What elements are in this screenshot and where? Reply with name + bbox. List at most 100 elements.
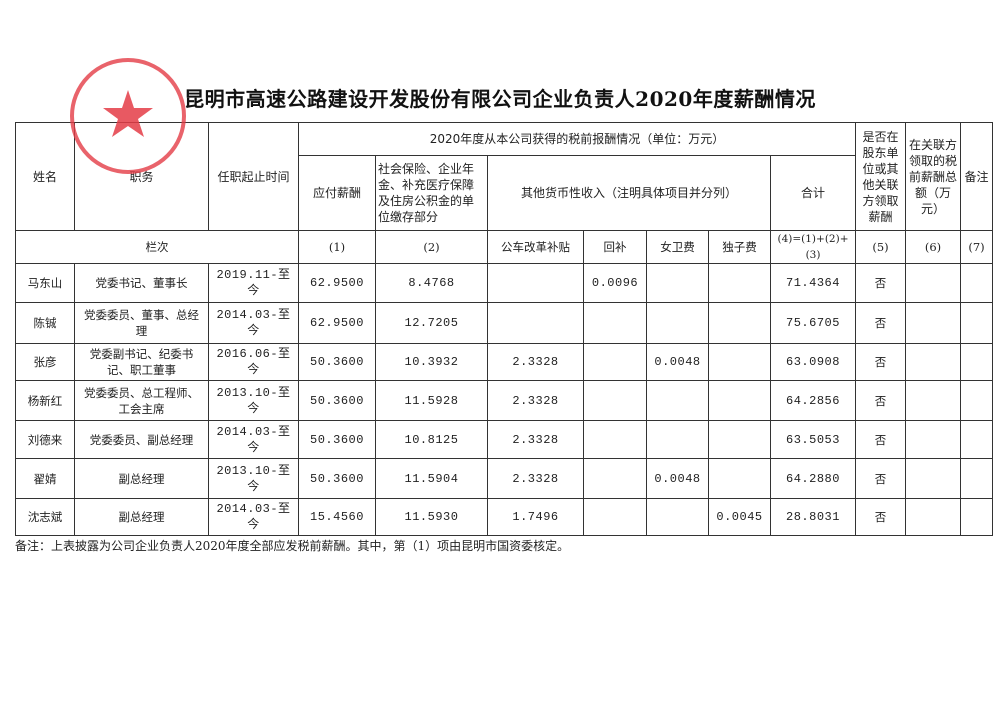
cell-remark [960,343,993,381]
index-c6: (6) [905,230,961,264]
cell-related [905,458,961,499]
cell-car: 2.3328 [487,420,584,459]
cell-term: 2014.03-至今 [208,302,299,344]
cell-refund [583,380,647,421]
cell-position: 党委委员、总工程师、工会主席 [74,380,209,421]
cell-car [487,302,584,344]
cell-female [646,420,709,459]
header-total: 合计 [770,155,856,231]
table-row: 杨新红 党委委员、总工程师、工会主席 2013.10-至今 50.3600 11.592… [15,380,993,421]
cell-shareholder: 否 [855,498,906,536]
cell-remark [960,263,993,303]
cell-position: 党委书记、董事长 [74,263,209,303]
cell-refund [583,302,647,344]
table-row: 沈志斌 副总经理 2014.03-至今 15.4560 11.5930 1.7496 0.0… [15,498,993,536]
cell-insurance: 11.5930 [375,498,488,536]
cell-name: 张彦 [15,343,75,381]
cell-onlychild: 0.0045 [708,498,771,536]
cell-onlychild [708,302,771,344]
table-row: 刘德来 党委委员、副总经理 2014.03-至今 50.3600 10.8125 2.33… [15,420,993,459]
cell-remark [960,380,993,421]
cell-car: 2.3328 [487,458,584,499]
cell-female: 0.0048 [646,343,709,381]
cell-remark [960,498,993,536]
cell-car [487,263,584,303]
cell-onlychild [708,380,771,421]
header-name: 姓名 [15,122,75,231]
index-c1: (1) [298,230,376,264]
header-group: 2020年度从本公司获得的税前报酬情况（单位：万元） [298,122,856,156]
cell-shareholder: 否 [855,380,906,421]
header-other: 其他货币性收入（注明具体项目并分列） [487,155,771,231]
cell-insurance: 10.8125 [375,420,488,459]
cell-salary: 62.9500 [298,263,376,303]
index-onlychild: 独子费 [708,230,771,264]
cell-position: 党委副书记、纪委书记、职工董事 [74,343,209,381]
cell-salary: 62.9500 [298,302,376,344]
salary-table: 姓名 职务 任职起止时间 2020年度从本公司获得的税前报酬情况（单位：万元） … [15,122,993,536]
cell-related [905,343,961,381]
cell-insurance: 12.7205 [375,302,488,344]
cell-shareholder: 否 [855,420,906,459]
header-shareholder: 是否在股东单位或其他关联方领取薪酬 [855,122,906,231]
cell-name: 杨新红 [15,380,75,421]
header-remark: 备注 [960,122,993,231]
cell-car: 1.7496 [487,498,584,536]
cell-female [646,302,709,344]
header-salary: 应付薪酬 [298,155,376,231]
cell-name: 翟婧 [15,458,75,499]
cell-salary: 50.3600 [298,380,376,421]
index-car: 公车改革补贴 [487,230,584,264]
cell-term: 2014.03-至今 [208,498,299,536]
cell-onlychild [708,343,771,381]
index-c5: (5) [855,230,906,264]
cell-term: 2019.11-至今 [208,263,299,303]
header-position: 职务 [74,122,209,231]
header-related: 在关联方领取的税前薪酬总额（万元） [905,122,961,231]
cell-shareholder: 否 [855,458,906,499]
cell-total: 71.4364 [770,263,856,303]
index-c2: (2) [375,230,488,264]
cell-position: 副总经理 [74,498,209,536]
cell-onlychild [708,458,771,499]
cell-car: 2.3328 [487,380,584,421]
cell-total: 63.5053 [770,420,856,459]
cell-related [905,263,961,303]
cell-position: 副总经理 [74,458,209,499]
cell-refund [583,420,647,459]
cell-name: 陈铖 [15,302,75,344]
index-refund: 回补 [583,230,647,264]
cell-term: 2013.10-至今 [208,380,299,421]
cell-insurance: 11.5904 [375,458,488,499]
index-row: 栏次 (1) (2) 公车改革补贴 回补 女卫费 独子费 (4)=(1)+(2)… [15,230,993,264]
cell-remark [960,302,993,344]
cell-onlychild [708,263,771,303]
cell-name: 沈志斌 [15,498,75,536]
cell-name: 刘德来 [15,420,75,459]
cell-position: 党委委员、董事、总经理 [74,302,209,344]
cell-car: 2.3328 [487,343,584,381]
cell-female [646,498,709,536]
index-c4: (4)=(1)+(2)+(3) [770,230,856,264]
cell-female [646,263,709,303]
cell-insurance: 8.4768 [375,263,488,303]
table-row: 马东山 党委书记、董事长 2019.11-至今 62.9500 8.4768 0.0096… [15,263,993,303]
cell-term: 2013.10-至今 [208,458,299,499]
cell-onlychild [708,420,771,459]
cell-related [905,380,961,421]
cell-term: 2016.06-至今 [208,343,299,381]
cell-salary: 15.4560 [298,498,376,536]
cell-female [646,380,709,421]
header-term: 任职起止时间 [208,122,299,231]
cell-salary: 50.3600 [298,343,376,381]
index-c7: (7) [960,230,993,264]
cell-remark [960,458,993,499]
cell-remark [960,420,993,459]
cell-insurance: 11.5928 [375,380,488,421]
table-row: 陈铖 党委委员、董事、总经理 2014.03-至今 62.9500 12.7205 75.… [15,302,993,344]
index-female: 女卫费 [646,230,709,264]
cell-female: 0.0048 [646,458,709,499]
document-title: 昆明市高速公路建设开发股份有限公司企业负责人2020年度薪酬情况 [184,87,816,111]
table-row: 张彦 党委副书记、纪委书记、职工董事 2016.06-至今 50.3600 10.393… [15,343,993,381]
cell-name: 马东山 [15,263,75,303]
